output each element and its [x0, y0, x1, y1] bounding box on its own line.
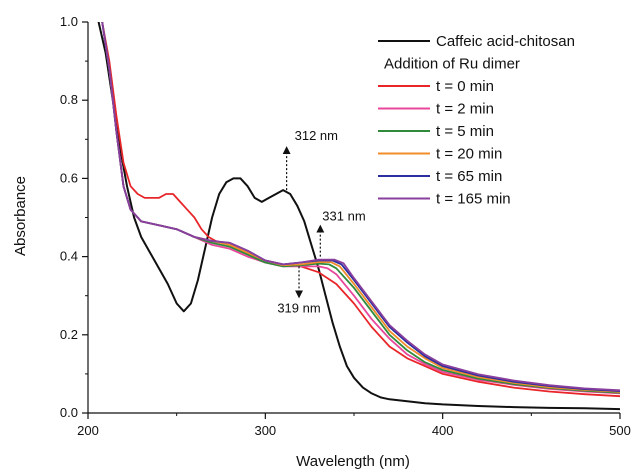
- annotations: 312 nm 331 nm 319 nm: [277, 128, 365, 315]
- y-tick-label: 0.4: [60, 249, 78, 264]
- legend-header: Addition of Ru dimer: [384, 56, 520, 73]
- legend-label-6: t = 165 min: [436, 191, 511, 208]
- x-tick-label: 200: [77, 423, 99, 438]
- series-line-0: [97, 22, 620, 411]
- plot-lines: [97, 22, 620, 411]
- y-axis-label: Absorbance: [12, 176, 29, 256]
- y-tick-label: 0.6: [60, 170, 78, 185]
- legend-label-2: t = 2 min: [436, 101, 494, 118]
- series-line-5: [101, 22, 620, 393]
- series-line-6: [101, 22, 620, 392]
- legend-label-5: t = 65 min: [436, 168, 502, 185]
- series-line-4: [101, 22, 620, 393]
- x-tick-label: 500: [609, 423, 631, 438]
- legend-label-4: t = 20 min: [436, 146, 502, 163]
- legend-label-3: t = 5 min: [436, 123, 494, 140]
- annotation-label: 331 nm: [322, 209, 365, 224]
- x-tick-label: 400: [432, 423, 454, 438]
- x-tick-label: 300: [254, 423, 276, 438]
- series-line-3: [101, 22, 620, 394]
- x-axis-label: Wavelength (nm): [296, 453, 410, 470]
- annotation-label: 312 nm: [295, 128, 338, 143]
- y-tick-label: 0.2: [60, 327, 78, 342]
- y-tick-label: 0.0: [60, 405, 78, 420]
- legend-label-0: Caffeic acid-chitosan: [436, 33, 575, 50]
- legend: Caffeic acid-chitosan Addition of Ru dime…: [378, 33, 575, 208]
- y-tick-label: 1.0: [60, 14, 78, 29]
- axes: 200 300 400 500 0.0 0.2 0.4 0.6 0.8 1.0: [60, 14, 631, 438]
- annotation-label: 319 nm: [277, 300, 320, 315]
- y-tick-label: 0.8: [60, 92, 78, 107]
- legend-label-1: t = 0 min: [436, 78, 494, 95]
